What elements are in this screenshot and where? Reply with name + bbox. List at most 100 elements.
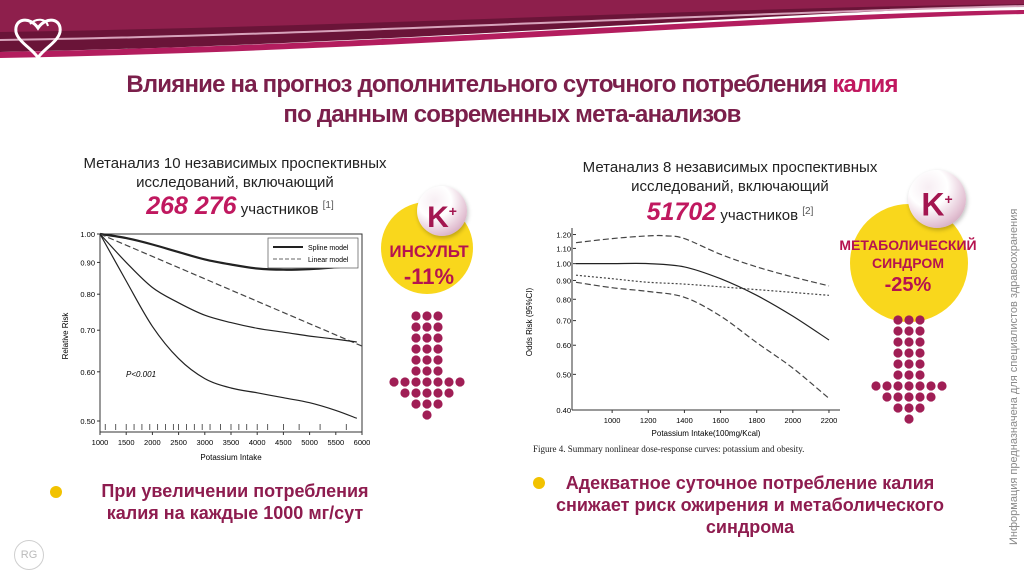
right-bullet-icon <box>533 477 545 489</box>
arrow-dot <box>433 333 443 343</box>
arrow-dot <box>926 381 936 391</box>
series-line-4 <box>99 233 358 419</box>
arrow-dot <box>904 315 914 325</box>
arrow-dot <box>915 370 925 380</box>
arrow-dot <box>433 399 443 409</box>
arrow-dot <box>411 344 421 354</box>
x-tick-label: 1600 <box>712 416 729 425</box>
title-line1-main: Влияние на прогноз дополнительного суточ… <box>126 71 833 98</box>
potassium-badge-left: K+ <box>417 186 467 236</box>
right-bullet-text: Адекватное суточное потребление калия сн… <box>555 473 945 537</box>
y-tick-label: 0.90 <box>80 258 95 267</box>
arrow-dot <box>893 326 903 336</box>
arrow-dot <box>915 392 925 402</box>
left-participant-count: 268 276 <box>146 192 237 220</box>
x-tick-label: 3500 <box>223 438 240 447</box>
x-tick-label: 4500 <box>275 438 292 447</box>
right-chart-x-label: Potassium Intake(100mg/Kcal) <box>652 429 761 438</box>
arrow-dot <box>893 403 903 413</box>
arrow-dot <box>411 388 421 398</box>
left-chart: 1.00 0.90 0.80 0.70 0.60 0.50 1000 1500 2000 250… <box>61 230 370 462</box>
arrow-dot <box>433 377 443 387</box>
arrow-dot <box>904 359 914 369</box>
x-tick-label: 2200 <box>821 416 838 425</box>
arrow-dot <box>904 370 914 380</box>
arrow-dot <box>411 355 421 365</box>
arrow-dot <box>893 370 903 380</box>
left-subtitle: Метанализ 10 независимых проспективных и… <box>70 154 400 192</box>
potassium-letter-left: K <box>427 201 449 234</box>
right-subtitle-line1: Метанализ 8 независимых проспективных <box>582 159 878 176</box>
left-down-arrow-icon <box>389 311 465 420</box>
arrow-dot <box>411 322 421 332</box>
left-chart-y-label: Relative Risk <box>61 312 70 360</box>
x-tick-label: 5000 <box>301 438 318 447</box>
arrow-dot <box>904 392 914 402</box>
right-participants: 51702 участников [2] <box>600 198 860 227</box>
y-tick-label: 0.60 <box>556 341 571 350</box>
potassium-charge-right: + <box>944 191 953 207</box>
series-line-1 <box>575 234 830 287</box>
y-tick-label: 0.80 <box>556 295 571 304</box>
right-effect-label: МЕТАБОЛИЧЕСКИЙ СИНДРОМ <box>818 236 998 272</box>
left-chart-pvalue: P<0.001 <box>126 370 156 379</box>
x-tick-label: 2000 <box>144 438 161 447</box>
arrow-dot <box>433 366 443 376</box>
y-tick-label: 0.40 <box>556 406 571 415</box>
arrow-dot <box>904 326 914 336</box>
arrow-dot <box>422 322 432 332</box>
y-tick-label: 0.80 <box>80 290 95 299</box>
side-disclaimer: Информация предназначена для специалисто… <box>1008 208 1020 545</box>
right-chart-y-label: Odds Risk (95%CI) <box>525 287 534 356</box>
arrow-dot <box>904 337 914 347</box>
arrow-dot <box>893 337 903 347</box>
arrow-dot <box>915 326 925 336</box>
x-tick-label: 2500 <box>170 438 187 447</box>
arrow-dot <box>433 311 443 321</box>
arrow-dot <box>444 377 454 387</box>
x-tick-label: 1000 <box>604 416 621 425</box>
arrow-dot <box>915 381 925 391</box>
x-tick-label: 2000 <box>784 416 801 425</box>
right-effect-label-line2: СИНДРОМ <box>872 255 944 271</box>
arrow-dot <box>882 381 892 391</box>
arrow-dot <box>411 399 421 409</box>
y-tick-label: 1.10 <box>556 244 571 253</box>
x-tick-label: 1800 <box>748 416 765 425</box>
rg-logo-icon: RG <box>14 540 44 570</box>
series-line-4 <box>575 281 830 399</box>
heart-logo-icon <box>14 18 62 62</box>
left-effect-label: ИНСУЛЬТ <box>389 242 469 261</box>
arrow-dot <box>389 377 399 387</box>
potassium-letter-right: K <box>921 186 945 223</box>
arrow-dot <box>915 315 925 325</box>
left-bullet-icon <box>50 486 62 498</box>
arrow-dot <box>411 366 421 376</box>
arrow-dot <box>904 348 914 358</box>
arrow-dot <box>422 399 432 409</box>
arrow-dot <box>422 311 432 321</box>
right-reference: [2] <box>802 206 814 217</box>
right-chart-caption: Figure 4. Summary nonlinear dose-respons… <box>533 444 805 454</box>
right-effect-label-line1: МЕТАБОЛИЧЕСКИЙ <box>839 237 977 253</box>
arrow-dot <box>915 348 925 358</box>
top-banner <box>0 0 1024 62</box>
x-tick-label: 1000 <box>92 438 109 447</box>
arrow-dot <box>882 392 892 402</box>
y-tick-label: 0.70 <box>556 317 571 326</box>
arrow-dot <box>904 381 914 391</box>
potassium-charge-left: + <box>448 203 457 219</box>
y-tick-label: 1.20 <box>556 231 571 240</box>
arrow-dot <box>893 392 903 402</box>
potassium-badge-right: K+ <box>908 170 966 228</box>
right-effect-value: -25% <box>884 274 932 296</box>
arrow-dot <box>422 344 432 354</box>
x-tick-label: 1200 <box>640 416 657 425</box>
arrow-dot <box>411 377 421 387</box>
y-tick-label: 1.00 <box>80 230 95 239</box>
left-effect-value: -11% <box>403 264 455 289</box>
arrow-dot <box>893 315 903 325</box>
title-line1-accent: калия <box>832 71 898 98</box>
right-participants-label: участников <box>720 207 799 224</box>
x-tick-label: 4000 <box>249 438 266 447</box>
